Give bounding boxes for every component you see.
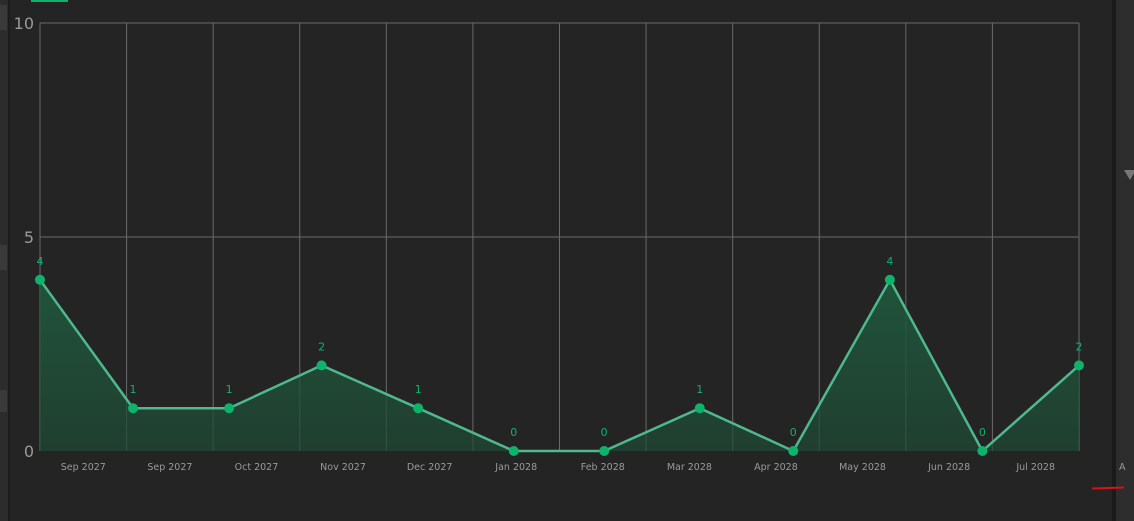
data-point bbox=[694, 403, 705, 414]
series-line bbox=[38, 277, 1080, 453]
data-label: 2 bbox=[318, 340, 325, 353]
data-label: 1 bbox=[415, 383, 422, 396]
data-point bbox=[127, 403, 138, 414]
x-tick-label: Mar 2028 bbox=[667, 462, 712, 473]
data-point bbox=[884, 274, 895, 285]
data-point bbox=[788, 446, 799, 456]
data-point bbox=[413, 403, 424, 414]
data-label: 0 bbox=[601, 426, 608, 439]
divider bbox=[1112, 0, 1116, 521]
data-point bbox=[1074, 360, 1084, 371]
data-label: 2 bbox=[1076, 340, 1083, 353]
x-tick-label: Sep 2027 bbox=[61, 462, 106, 473]
data-point bbox=[316, 360, 327, 371]
x-tick-label: Nov 2027 bbox=[320, 462, 366, 473]
x-tick-label: Oct 2027 bbox=[235, 462, 279, 473]
x-tick-label: Apr 2028 bbox=[754, 462, 798, 473]
data-label: 1 bbox=[129, 383, 136, 396]
legend-swatch bbox=[31, 0, 68, 2]
x-tick-label: Jan 2028 bbox=[494, 462, 537, 473]
divider bbox=[8, 0, 10, 521]
dropdown-triangle-icon[interactable] bbox=[1124, 170, 1134, 180]
y-tick-label: 0 bbox=[24, 442, 34, 461]
y-tick-label: 5 bbox=[24, 228, 34, 247]
x-tick-label: Feb 2028 bbox=[581, 462, 625, 473]
data-point bbox=[224, 403, 235, 414]
data-label: 1 bbox=[696, 383, 703, 396]
data-label: 0 bbox=[979, 426, 986, 439]
right-panel bbox=[1116, 0, 1134, 521]
data-label: 4 bbox=[37, 255, 44, 268]
data-label: 0 bbox=[510, 426, 517, 439]
data-label: 4 bbox=[886, 255, 893, 268]
y-tick-label: 10 bbox=[14, 14, 34, 33]
data-point bbox=[977, 446, 988, 456]
x-tick-label: Sep 2027 bbox=[147, 462, 192, 473]
data-label: 0 bbox=[790, 426, 797, 439]
x-tick-label: A bbox=[1119, 462, 1126, 473]
x-tick-label: May 2028 bbox=[839, 462, 886, 473]
data-point bbox=[508, 446, 519, 456]
data-point bbox=[599, 446, 610, 456]
x-tick-label: Jul 2028 bbox=[1015, 462, 1055, 473]
x-tick-label: Jun 2028 bbox=[927, 462, 970, 473]
data-label: 1 bbox=[226, 383, 233, 396]
x-tick-label: Dec 2027 bbox=[407, 462, 453, 473]
data-point bbox=[35, 274, 45, 285]
left-panel-edge bbox=[0, 0, 8, 521]
area-fill bbox=[40, 279, 1079, 451]
